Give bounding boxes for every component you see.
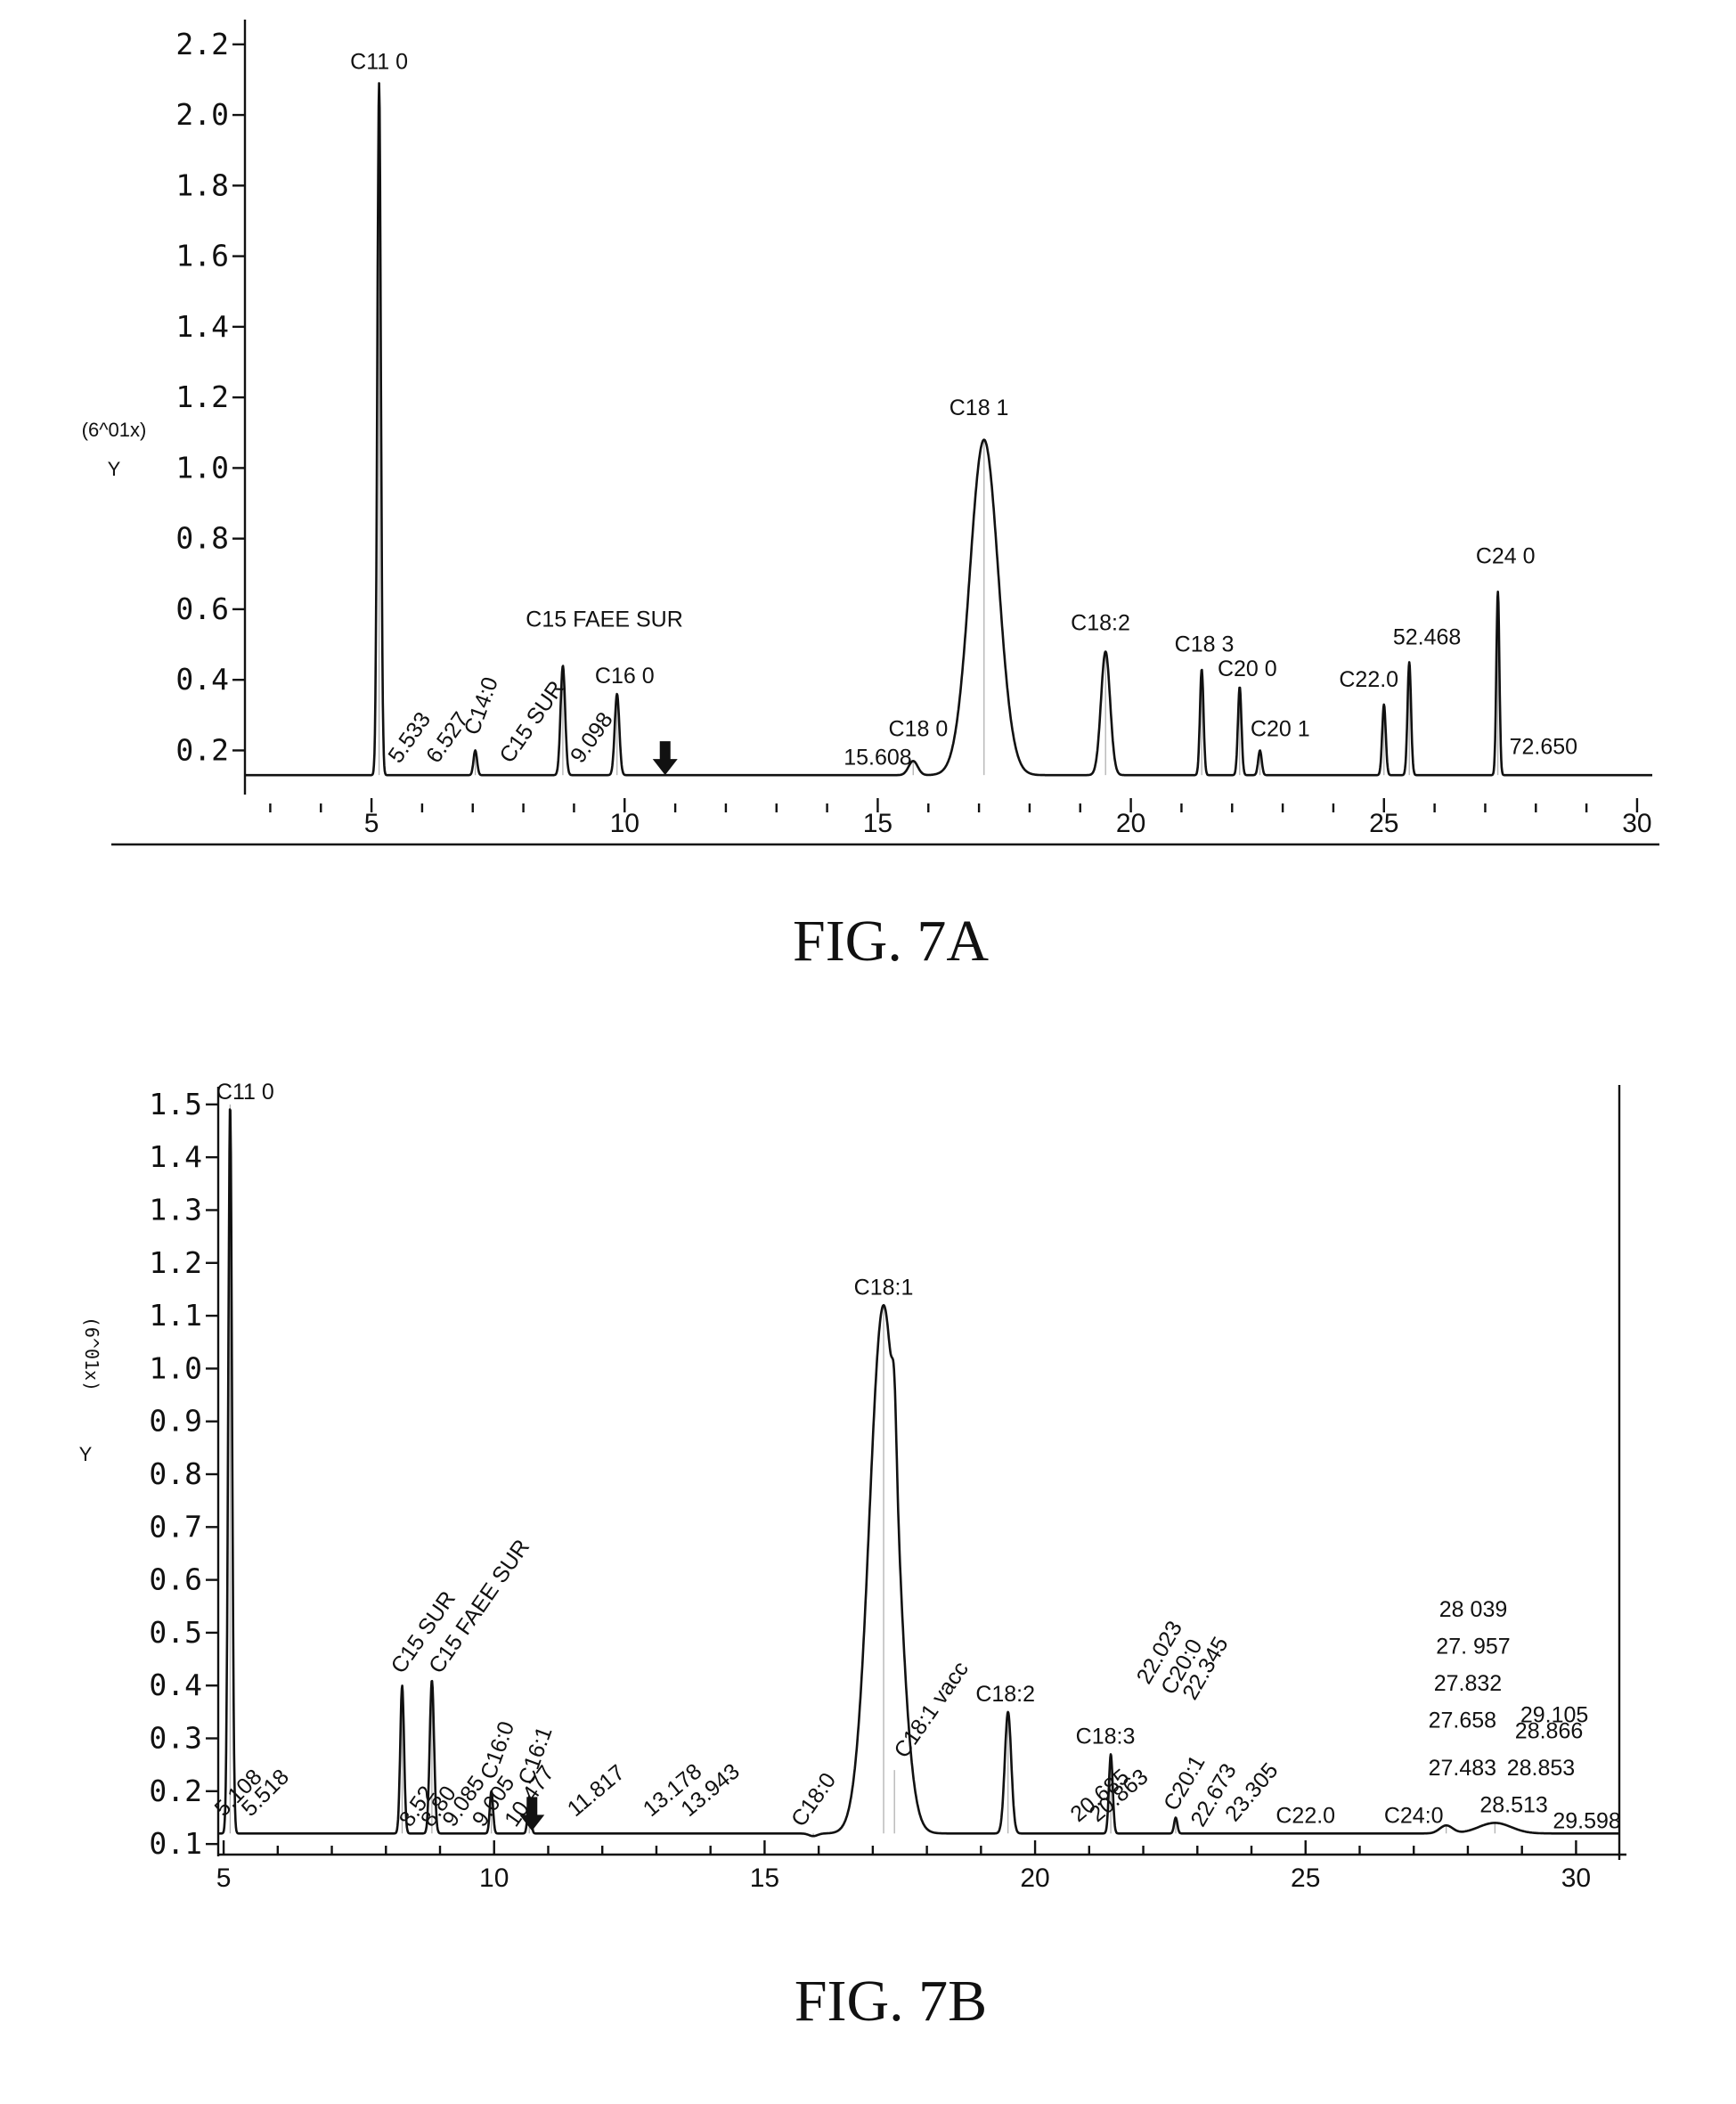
y-axis-label: (6^01x) (82, 419, 147, 441)
chromatogram-trace (245, 83, 1652, 775)
y-tick-label: 1.0 (149, 1350, 202, 1385)
peak-label: C18:0 (786, 1768, 841, 1831)
x-tick-label: 25 (1369, 809, 1398, 838)
peak-label: C11 0 (216, 1080, 274, 1105)
peak-label: C18:3 (1076, 1724, 1136, 1749)
y-tick-label: 0.6 (175, 591, 229, 626)
y-axis-label-sub: Y (79, 1443, 93, 1465)
x-tick-label: 20 (1116, 809, 1145, 838)
x-tick-label: 5 (216, 1863, 232, 1893)
x-tick-label: 30 (1622, 809, 1651, 838)
down-arrow-icon (653, 741, 678, 775)
y-tick-label: 1.8 (175, 167, 229, 202)
y-tick-label: 0.8 (175, 521, 229, 556)
peak-label: 28.513 (1479, 1793, 1547, 1818)
peak-label: C16:0 (476, 1718, 519, 1782)
y-tick-label: 1.2 (149, 1245, 202, 1280)
peak-label: C14:0 (460, 673, 503, 738)
peak-label: 72.650 (1510, 734, 1577, 759)
y-tick-label: 2.2 (175, 27, 229, 61)
peak-label: C16 0 (595, 664, 655, 689)
peak-label: C18:2 (1071, 611, 1130, 636)
peak-label: C18:1 vacc (889, 1657, 974, 1763)
peak-label: C24:0 (1384, 1803, 1444, 1828)
peak-label: 52.468 (1393, 625, 1461, 650)
x-tick-label: 15 (750, 1863, 779, 1893)
y-tick-label: 1.3 (149, 1192, 202, 1227)
peak-label: 15.608 (844, 745, 911, 770)
peak-label: 28.853 (1507, 1756, 1575, 1781)
y-tick-label: 1.5 (149, 1087, 202, 1121)
peak-label: C20 0 (1218, 656, 1277, 681)
peak-label: 29.598 (1553, 1808, 1620, 1833)
peak-label: C15 FAEE SUR (526, 608, 682, 632)
y-tick-label: 0.7 (149, 1509, 202, 1544)
peak-label: 27.483 (1429, 1756, 1496, 1781)
peak-label: 28.866 (1515, 1719, 1583, 1744)
peak-label: 28 039 (1439, 1597, 1507, 1622)
peak-label: C18:1 (854, 1275, 914, 1300)
y-tick-label: 0.4 (175, 662, 229, 697)
x-tick-label: 5 (364, 809, 379, 838)
y-tick-label: 2.0 (175, 97, 229, 132)
y-tick-label: 1.6 (175, 239, 229, 273)
y-tick-label: 0.1 (149, 1826, 202, 1861)
chart-7b: 0.1 0.2 0.3 0.4 0.5 0.6 0.7 0.8 0.9 1.0 1.1 1.2 1.3 1… (79, 1080, 1626, 1893)
peak-label: C18:2 (975, 1682, 1035, 1707)
peak-label: C18 3 (1175, 632, 1235, 656)
x-tick-label: 25 (1291, 1863, 1320, 1893)
y-tick-label: 1.1 (149, 1298, 202, 1333)
y-tick-label: 0.6 (149, 1562, 202, 1597)
peak-label: C20 1 (1251, 717, 1310, 742)
figure-caption-7b: FIG. 7B (795, 1969, 987, 2034)
y-tick-label: 1.4 (149, 1139, 202, 1174)
x-tick-label: 10 (610, 809, 640, 838)
y-tick-label: 1.2 (175, 379, 229, 414)
peak-label: C18 0 (889, 717, 949, 742)
y-tick-label: 1.4 (175, 309, 229, 344)
peak-label: C22.0 (1276, 1803, 1335, 1828)
y-tick-label: 0.2 (149, 1774, 202, 1808)
figure-caption-7a: FIG. 7A (793, 909, 989, 974)
peak-label: C18 1 (950, 396, 1009, 420)
peak-label: 11.817 (563, 1760, 630, 1822)
x-tick-label: 20 (1020, 1863, 1049, 1893)
peak-label: C24 0 (1476, 543, 1536, 568)
peak-label: 27. 957 (1436, 1635, 1510, 1660)
y-tick-label: 0.8 (149, 1456, 202, 1491)
chart-7a: 0.2 0.4 0.6 0.8 1.0 1.2 1.4 1.6 1.8 2.0 2.2 5 10 15 20… (82, 20, 1659, 844)
peak-label: C11 0 (350, 50, 408, 75)
y-axis-label: (6^01x) (81, 1317, 102, 1391)
y-tick-label: 1.0 (175, 450, 229, 485)
y-tick-label: 0.5 (149, 1615, 202, 1650)
y-tick-label: 0.2 (175, 732, 229, 767)
peak-label: 9.098 (566, 707, 618, 767)
y-tick-label: 0.9 (149, 1404, 202, 1439)
peak-label: 27.658 (1429, 1708, 1496, 1733)
y-tick-label: 0.3 (149, 1721, 202, 1756)
peak-label: 27.832 (1434, 1671, 1502, 1696)
x-tick-label: 30 (1561, 1863, 1591, 1893)
peak-label: C22.0 (1339, 667, 1398, 692)
y-axis-label-sub: Y (108, 458, 121, 480)
y-tick-label: 0.4 (149, 1668, 202, 1702)
x-tick-label: 15 (863, 809, 892, 838)
x-tick-label: 10 (479, 1863, 509, 1893)
